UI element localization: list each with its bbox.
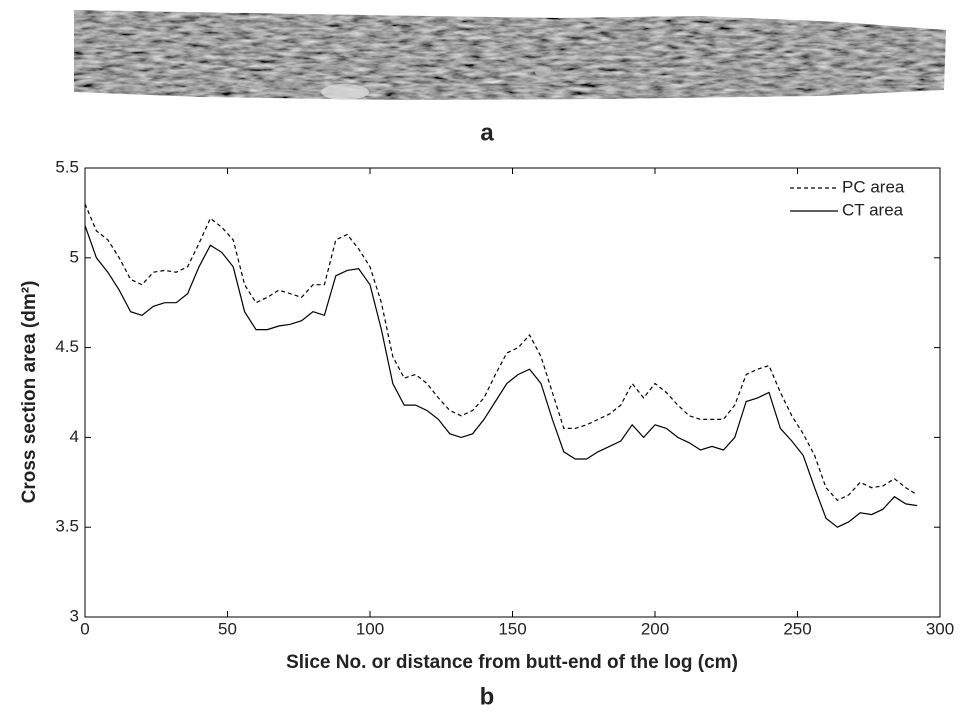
y-tick-label: 4.5 [55,337,79,356]
y-tick-label: 4 [70,427,79,446]
legend-label: PC area [842,177,905,196]
x-tick-label: 100 [356,619,384,638]
y-tick-label: 5.5 [55,157,79,176]
y-tick-label: 3 [70,606,79,625]
data-line [84,225,918,528]
y-tick-label: 3.5 [55,517,79,536]
legend-label: CT area [842,200,904,219]
data-line [84,203,918,502]
x-tick-label: 200 [641,619,669,638]
x-tick-label: 50 [218,619,237,638]
x-tick-label: 150 [498,619,526,638]
panel-label: b [480,683,495,710]
log-photo [74,10,946,100]
y-axis-label: Cross section area (dm²) [19,281,40,504]
y-tick-label: 5 [70,247,79,266]
x-tick-label: 300 [926,619,954,638]
panel-label: a [480,119,494,146]
plot-frame [84,167,941,618]
x-axis-label: Slice No. or distance from butt-end of t… [286,652,738,673]
x-tick-label: 0 [80,619,89,638]
x-tick-label: 250 [783,619,811,638]
